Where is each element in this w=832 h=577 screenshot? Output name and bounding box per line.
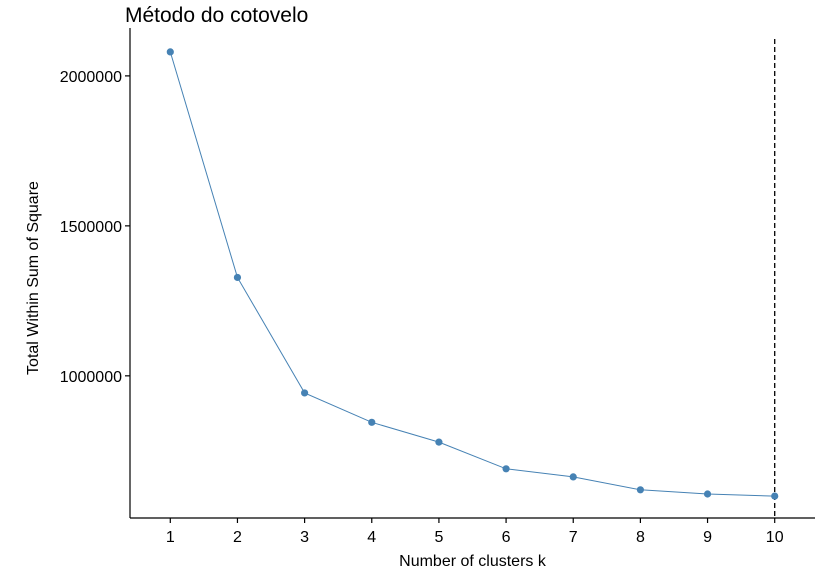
data-point bbox=[368, 418, 376, 426]
x-tick-label: 10 bbox=[766, 529, 784, 546]
x-tick-label: 1 bbox=[166, 529, 175, 546]
series-line bbox=[169, 51, 775, 497]
x-tick-label: 8 bbox=[636, 529, 645, 546]
y-ticks: 1000000 1500000 2000000 bbox=[60, 69, 130, 386]
y-tick-label: 2000000 bbox=[60, 69, 122, 86]
x-ticks: 1 2 3 4 5 6 7 8 9 10 bbox=[166, 518, 784, 546]
y-axis-label: Total Within Sum of Square bbox=[25, 181, 42, 375]
data-point bbox=[435, 438, 443, 446]
data-point bbox=[301, 389, 309, 397]
data-point bbox=[166, 48, 174, 56]
x-tick-label: 5 bbox=[434, 529, 443, 546]
data-point bbox=[569, 473, 577, 481]
x-tick-label: 4 bbox=[367, 529, 376, 546]
data-point bbox=[771, 492, 779, 500]
axes bbox=[129, 28, 815, 519]
x-tick-label: 7 bbox=[569, 529, 578, 546]
x-tick-label: 6 bbox=[502, 529, 511, 546]
data-point bbox=[502, 465, 510, 473]
data-point bbox=[703, 490, 712, 498]
x-tick-label: 3 bbox=[300, 529, 309, 546]
data-points bbox=[166, 48, 779, 500]
chart-title: Método do cotovelo bbox=[125, 4, 309, 27]
x-axis-label: Number of clusters k bbox=[399, 553, 547, 570]
x-tick-label: 2 bbox=[233, 529, 242, 546]
x-tick-label: 9 bbox=[703, 529, 712, 546]
data-point bbox=[233, 273, 242, 282]
data-point bbox=[636, 486, 644, 494]
y-tick-label: 1500000 bbox=[60, 219, 122, 236]
y-tick-label: 1000000 bbox=[60, 369, 122, 386]
